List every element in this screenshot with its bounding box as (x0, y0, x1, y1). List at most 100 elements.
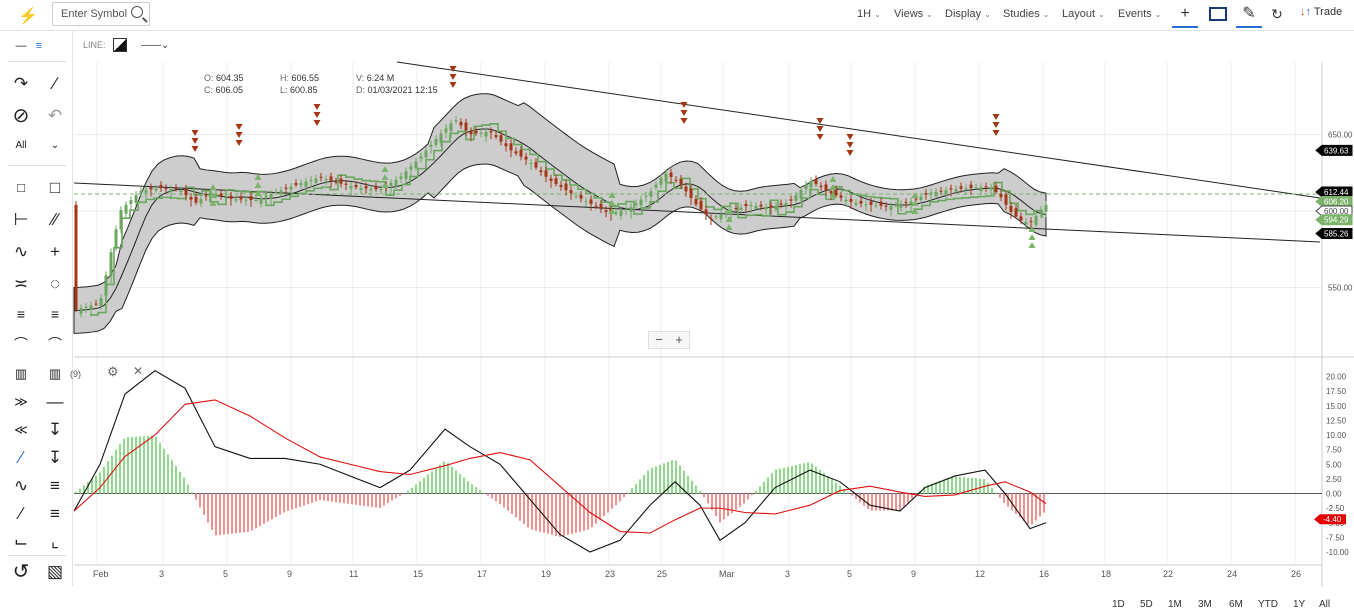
lightning-icon[interactable]: ⚡ (18, 8, 38, 25)
ray-icon[interactable]: ∕ (19, 504, 23, 523)
all-filter[interactable]: All (8, 133, 34, 159)
macd-histogram-bar (103, 466, 105, 494)
fib-timezone-icon[interactable]: ▥ (14, 366, 28, 381)
macd-histogram-bar (707, 493, 709, 504)
candle-body (889, 206, 893, 210)
macd-histogram-bar (839, 485, 841, 494)
horizontal-segment-icon[interactable]: ⊢ (13, 210, 29, 229)
macd-histogram-bar (739, 493, 741, 507)
ruler-icon[interactable]: ▧ (46, 562, 64, 581)
layout-menu[interactable]: Layout ⌄ (1062, 8, 1105, 20)
candle-body (674, 179, 678, 181)
zoom-in-button[interactable]: + (675, 332, 683, 347)
fib-fan-icon[interactable]: ⌒ (48, 336, 62, 352)
search-icon[interactable] (131, 6, 143, 18)
sell-signal-arrow (680, 118, 688, 124)
zigzag-icon[interactable]: ∿ (13, 476, 29, 495)
macd-histogram-bar (1035, 493, 1037, 521)
range-ytd[interactable]: YTD (1258, 599, 1278, 610)
delete-all-icon[interactable]: ⊘ (12, 105, 30, 127)
crosshair-icon[interactable]: + (1172, 2, 1198, 28)
range-1m[interactable]: 1M (1168, 599, 1182, 610)
macd-histogram-bar (383, 493, 385, 506)
refresh-icon[interactable]: ↻ (1271, 6, 1283, 22)
candle-body (704, 209, 708, 215)
trendline-icon[interactable]: ∕ (19, 448, 23, 467)
close-icon[interactable]: ✕ (133, 364, 144, 378)
arrow-down-icon[interactable]: ↧ (47, 448, 63, 467)
gann-fan-icon[interactable]: ≫ (14, 394, 28, 409)
buy-signal-arrow (1028, 234, 1036, 240)
list-tools-icon[interactable]: ≡ (35, 40, 43, 52)
range-5d[interactable]: 5D (1140, 599, 1153, 610)
macd-histogram-bar (747, 493, 749, 500)
interval-menu[interactable]: 1H ⌄ (857, 8, 881, 20)
range-all[interactable]: All (1319, 599, 1331, 610)
squiggle-icon[interactable]: ≍ (13, 274, 29, 293)
macd-histogram-bar (1015, 493, 1017, 514)
macd-histogram-bar (555, 493, 557, 536)
fib-retracement-icon[interactable]: ≡ (16, 306, 26, 322)
candle-body (159, 184, 163, 189)
candle-body (789, 199, 793, 201)
macd-histogram-bar (327, 493, 329, 502)
collapse-tools-icon[interactable]: — (15, 40, 27, 52)
undo-icon[interactable]: ↶ (47, 106, 63, 125)
curve-arrow-icon[interactable]: ↷ (13, 74, 29, 93)
symbol-search-input[interactable]: Enter Symbol (52, 2, 150, 26)
macd-histogram-bar (99, 472, 101, 494)
range-3m[interactable]: 3M (1198, 599, 1212, 610)
macd-histogram-bar (195, 493, 197, 500)
line-style-select[interactable]: ——⌄ (141, 40, 170, 51)
macd-histogram-bar (951, 477, 953, 494)
macd-histogram-bar (287, 493, 289, 511)
candle-body (424, 150, 428, 158)
macd-histogram-bar (679, 465, 681, 494)
freeform-icon[interactable]: ∿ (13, 242, 29, 261)
rectangle-corner-icon[interactable]: ⌞ (51, 532, 59, 551)
x-axis-tick: 18 (1101, 569, 1111, 579)
macd-histogram-bar (291, 493, 293, 510)
views-menu[interactable]: Views ⌄ (894, 8, 933, 20)
vertical-arrow-icon[interactable]: ↧ (47, 420, 63, 439)
chevron-down-icon[interactable]: ⌄ (50, 140, 60, 151)
quadrant-icon[interactable]: ≡ (50, 504, 60, 523)
parallel-lines-icon[interactable]: ∕∕ (52, 210, 58, 229)
info-panel-icon[interactable] (1205, 2, 1231, 26)
range-1y[interactable]: 1Y (1293, 599, 1306, 610)
line-color-swatch[interactable] (113, 38, 127, 52)
gear-icon[interactable]: ⚙ (107, 364, 119, 379)
studies-menu[interactable]: Studies ⌄ (1003, 8, 1050, 20)
measure-line-icon[interactable]: ∕ (53, 74, 57, 93)
range-1d[interactable]: 1D (1112, 599, 1125, 610)
pitchfork-icon[interactable]: ≪ (14, 422, 28, 437)
trade-button[interactable]: ↓↑ Trade (1300, 6, 1342, 18)
candle-body (884, 205, 888, 207)
candle-body (359, 188, 363, 190)
crosshair-tool-icon[interactable]: + (50, 242, 60, 261)
fib-arc-icon[interactable]: ⌒ (14, 336, 28, 352)
candle-body (389, 182, 393, 186)
macd-histogram-bar (139, 436, 141, 494)
top-toolbar: ⚡ Enter Symbol 1H ⌄ Views ⌄ Display ⌄ Studi… (0, 0, 1354, 31)
text-tool-icon[interactable]: □ (17, 180, 25, 195)
fib-channel-icon[interactable]: ▥ (48, 366, 62, 381)
fib-extension-icon[interactable]: ≡ (50, 306, 60, 322)
candle-body (874, 205, 878, 207)
zoom-out-button[interactable]: − (655, 332, 663, 347)
callout-icon[interactable]: □ (49, 178, 61, 197)
ellipse-icon[interactable]: ◌ (49, 274, 61, 293)
horizontal-line-icon[interactable]: — (46, 392, 64, 411)
channel-icon[interactable]: ≡ (50, 476, 60, 495)
range-6m[interactable]: 6M (1229, 599, 1243, 610)
reset-rotate-icon[interactable]: ↺ (12, 561, 30, 583)
display-menu[interactable]: Display ⌄ (945, 8, 991, 20)
macd-histogram-bar (515, 493, 517, 518)
candle-body (769, 205, 773, 208)
macd-histogram-bar (359, 493, 361, 506)
events-menu[interactable]: Events ⌄ (1118, 8, 1162, 20)
segment-icon[interactable]: ⌙ (13, 532, 29, 551)
buy-signal-arrow (608, 200, 616, 206)
draw-pencil-icon[interactable]: ✎ (1236, 2, 1262, 28)
